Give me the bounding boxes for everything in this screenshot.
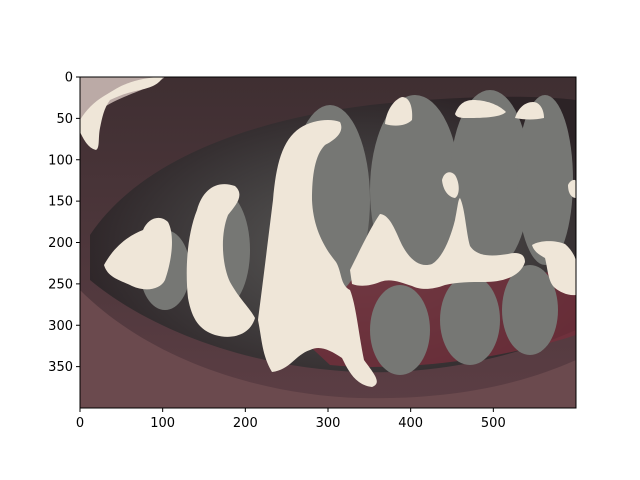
x-tick-label: 500 (481, 416, 506, 431)
y-tick-label: 250 (48, 277, 73, 292)
x-tick-label: 0 (76, 416, 84, 431)
lower-lip (80, 290, 576, 408)
y-tick-label: 50 (56, 112, 73, 127)
y-tick-label: 0 (65, 71, 73, 86)
x-axis: 0 100 200 300 400 500 (76, 408, 506, 431)
y-tick-label: 150 (48, 195, 73, 210)
x-tick-label: 300 (316, 416, 341, 431)
x-tick-label: 100 (150, 416, 175, 431)
y-axis: 0 50 100 150 200 250 300 350 (48, 71, 80, 375)
photo-image (80, 77, 576, 408)
x-tick-label: 200 (233, 416, 258, 431)
y-tick-label: 350 (48, 360, 73, 375)
y-tick-label: 300 (48, 319, 73, 334)
y-tick-label: 200 (48, 236, 73, 251)
y-tick-label: 100 (48, 153, 73, 168)
skin-patch (80, 77, 165, 130)
teeth-mask-overlay (80, 77, 576, 387)
x-tick-label: 400 (398, 416, 423, 431)
